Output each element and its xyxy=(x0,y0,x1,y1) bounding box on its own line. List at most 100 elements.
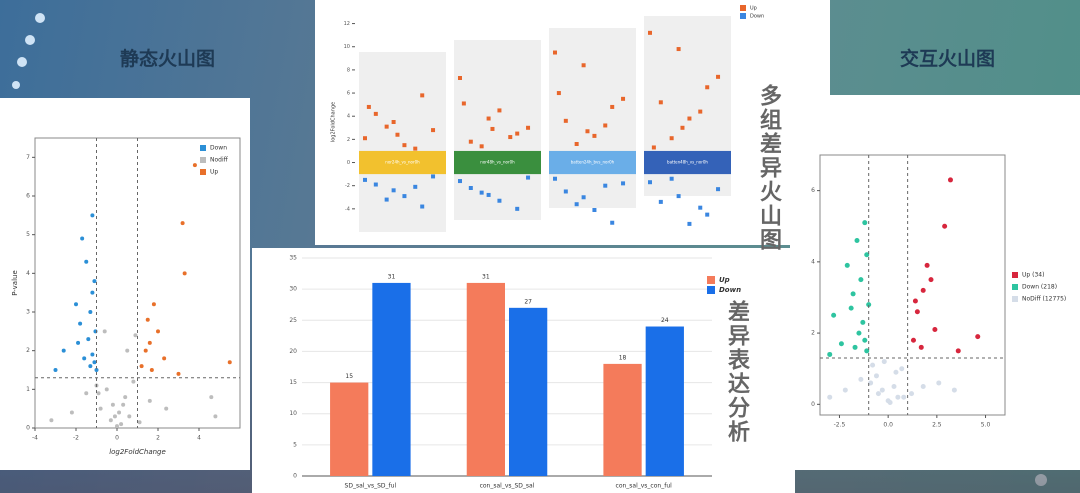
point xyxy=(920,287,926,293)
point xyxy=(610,104,615,109)
y-axis-label: P-value xyxy=(11,270,19,296)
y-tick-label: 25 xyxy=(289,317,297,324)
point xyxy=(402,194,407,199)
point xyxy=(458,179,462,184)
point xyxy=(123,395,128,400)
point xyxy=(139,364,144,369)
point xyxy=(110,402,115,407)
value-label: 27 xyxy=(524,298,532,305)
y-tick-label: 15 xyxy=(289,379,297,386)
static-volcano: 0 1 2 3 4 5 6 7 -4 -2 0 2 4 log2FoldChange P-value Down… xyxy=(0,98,250,470)
point xyxy=(716,187,721,192)
y-tick-label: 5 xyxy=(26,231,30,238)
value-label: 31 xyxy=(388,273,396,280)
point xyxy=(610,220,615,225)
legend-label: Down (218) xyxy=(1022,284,1057,291)
point xyxy=(213,414,218,419)
group-label: nor48h_vs_nor0h xyxy=(480,160,515,165)
point xyxy=(526,125,531,130)
point xyxy=(563,118,568,123)
caption: 交互火山图 xyxy=(900,48,996,70)
point xyxy=(490,126,495,131)
point xyxy=(698,205,703,210)
point xyxy=(842,387,848,393)
point xyxy=(856,330,862,336)
y-tick-label: 0 xyxy=(811,401,815,408)
legend-label: Up xyxy=(210,169,218,176)
bar xyxy=(645,326,684,476)
y-tick-label: 2 xyxy=(26,347,30,354)
point xyxy=(891,384,897,390)
point xyxy=(94,368,99,372)
y-tick-label: 4 xyxy=(347,114,350,120)
y-tick-label: -4 xyxy=(345,206,350,212)
group-band xyxy=(549,150,636,175)
point xyxy=(648,30,652,35)
y-tick-label: 35 xyxy=(289,255,297,262)
point xyxy=(574,142,579,146)
point xyxy=(881,359,887,365)
point xyxy=(366,104,371,109)
point xyxy=(112,414,117,419)
point xyxy=(147,340,152,345)
y-tick-label: 5 xyxy=(293,441,297,448)
point xyxy=(156,329,160,334)
legend-label: NoDiff (12775) xyxy=(1022,296,1066,303)
point xyxy=(102,329,107,334)
point xyxy=(468,186,473,190)
point xyxy=(420,93,425,98)
point xyxy=(373,182,378,187)
point xyxy=(88,310,93,314)
bar xyxy=(330,382,369,476)
point xyxy=(117,410,122,415)
point xyxy=(86,337,91,342)
point xyxy=(115,424,119,429)
point xyxy=(716,74,721,79)
point xyxy=(127,414,132,419)
point xyxy=(947,177,953,183)
point xyxy=(581,195,586,200)
point xyxy=(887,400,893,406)
point xyxy=(899,366,905,372)
group-band xyxy=(359,150,446,175)
legend-swatch xyxy=(707,276,715,284)
point xyxy=(585,129,590,134)
y-tick-label: 0 xyxy=(293,473,297,480)
x-tick-label: 0.0 xyxy=(883,422,893,429)
y-tick-label: 6 xyxy=(26,193,30,200)
y-tick-label: 0 xyxy=(347,160,350,166)
bar-chart: 0 5 10 15 20 25 30 35 SD_sal_vs_SD_ful 15 31 con_sa… xyxy=(252,248,795,493)
point xyxy=(852,344,858,350)
point xyxy=(458,76,462,80)
point xyxy=(574,202,579,207)
point xyxy=(862,337,868,343)
point xyxy=(98,406,103,411)
point xyxy=(78,321,83,326)
value-label: 18 xyxy=(619,354,627,361)
point xyxy=(92,279,97,284)
point xyxy=(479,190,484,195)
point xyxy=(676,47,681,52)
group-band xyxy=(644,150,731,175)
point xyxy=(592,133,597,138)
point xyxy=(914,309,920,315)
y-tick-label: 8 xyxy=(347,67,350,73)
bar xyxy=(372,282,411,476)
legend-swatch xyxy=(707,286,715,294)
point xyxy=(603,123,608,128)
point xyxy=(918,344,924,350)
y-tick-label: 7 xyxy=(26,154,30,161)
point xyxy=(669,176,674,181)
point xyxy=(866,302,872,308)
group-label: batten48h_vs_nor0h xyxy=(667,160,708,165)
point xyxy=(96,391,101,396)
point xyxy=(413,146,418,151)
point xyxy=(827,394,833,400)
y-tick-label: 6 xyxy=(347,91,350,97)
point xyxy=(209,395,214,400)
point xyxy=(80,236,85,241)
x-tick-label: -4 xyxy=(32,435,38,442)
point xyxy=(164,406,169,411)
point xyxy=(420,204,425,209)
point xyxy=(553,176,557,181)
